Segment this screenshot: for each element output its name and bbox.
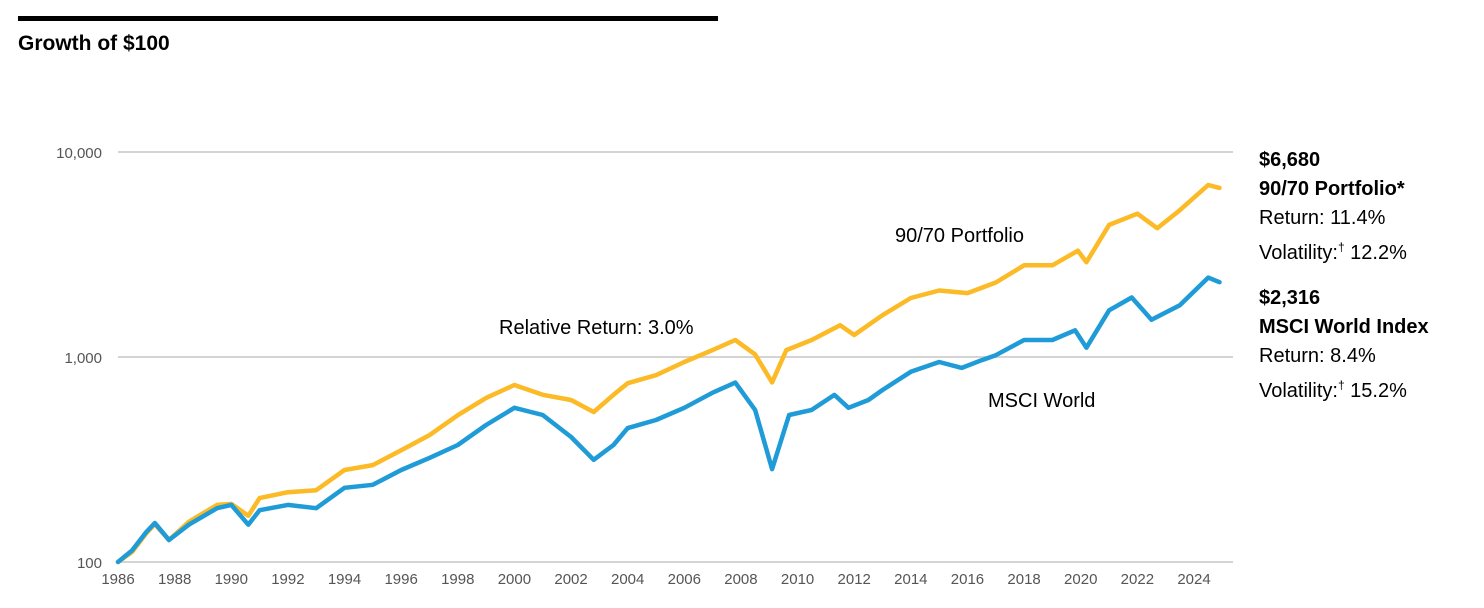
x-tick-label: 2014 [894, 571, 927, 588]
x-tick-label: 2012 [838, 571, 871, 588]
msci-world-line [115, 275, 1222, 565]
x-tick-label: 2006 [668, 571, 701, 588]
x-tick-label: 2018 [1007, 571, 1040, 588]
x-tick-label: 2002 [554, 571, 587, 588]
vol-label: Volatility: [1259, 242, 1338, 264]
x-tick-label: 2004 [611, 571, 644, 588]
x-tick-label: 1996 [384, 571, 417, 588]
y-tick-label: 1,000 [64, 350, 102, 367]
x-tick-label: 2022 [1121, 571, 1154, 588]
msci-name: MSCI World Index [1259, 316, 1429, 338]
x-tick-label: 1992 [271, 571, 304, 588]
y-tick-label: 10,000 [56, 145, 102, 162]
x-tick-label: 2010 [781, 571, 814, 588]
x-tick-label: 1994 [328, 571, 361, 588]
portfolio-name: 90/70 Portfolio* [1259, 178, 1405, 200]
x-tick-label: 1988 [158, 571, 191, 588]
x-tick-label: 2008 [724, 571, 757, 588]
portfolio-return: Return: 11.4% [1259, 207, 1386, 229]
x-tick-label: 1986 [101, 571, 134, 588]
vol-value: 15.2% [1344, 380, 1407, 402]
x-tick-label: 1990 [215, 571, 248, 588]
portfolio-annotation: 90/70 Portfolio [895, 225, 1024, 247]
portfolio-end-value: $6,680 [1259, 149, 1321, 171]
y-tick-label: 100 [77, 555, 102, 572]
msci-annotation: MSCI World [988, 390, 1095, 412]
vol-label: Volatility: [1259, 380, 1338, 402]
x-tick-label: 2000 [498, 571, 531, 588]
x-tick-label: 2020 [1064, 571, 1097, 588]
legend-msci: $2,316 MSCI World Index Return: 8.4% Vol… [1259, 284, 1429, 406]
x-tick-label: 2024 [1177, 571, 1210, 588]
dagger: † [1337, 378, 1345, 392]
msci-return: Return: 8.4% [1259, 345, 1376, 367]
relative-return-annotation: Relative Return: 3.0% [499, 317, 694, 339]
portfolio-line [115, 182, 1222, 565]
legend-portfolio: $6,680 90/70 Portfolio* Return: 11.4% Vo… [1259, 146, 1407, 268]
x-tick-label: 1998 [441, 571, 474, 588]
portfolio-volatility: Volatility:† 12.2% [1259, 233, 1407, 268]
chart-title: Growth of $100 [18, 32, 170, 55]
x-tick-label: 2016 [951, 571, 984, 588]
dagger: † [1337, 240, 1345, 254]
msci-end-value: $2,316 [1259, 287, 1321, 309]
vol-value: 12.2% [1344, 242, 1407, 264]
title-rule [18, 16, 718, 21]
msci-volatility: Volatility:† 15.2% [1259, 371, 1429, 406]
